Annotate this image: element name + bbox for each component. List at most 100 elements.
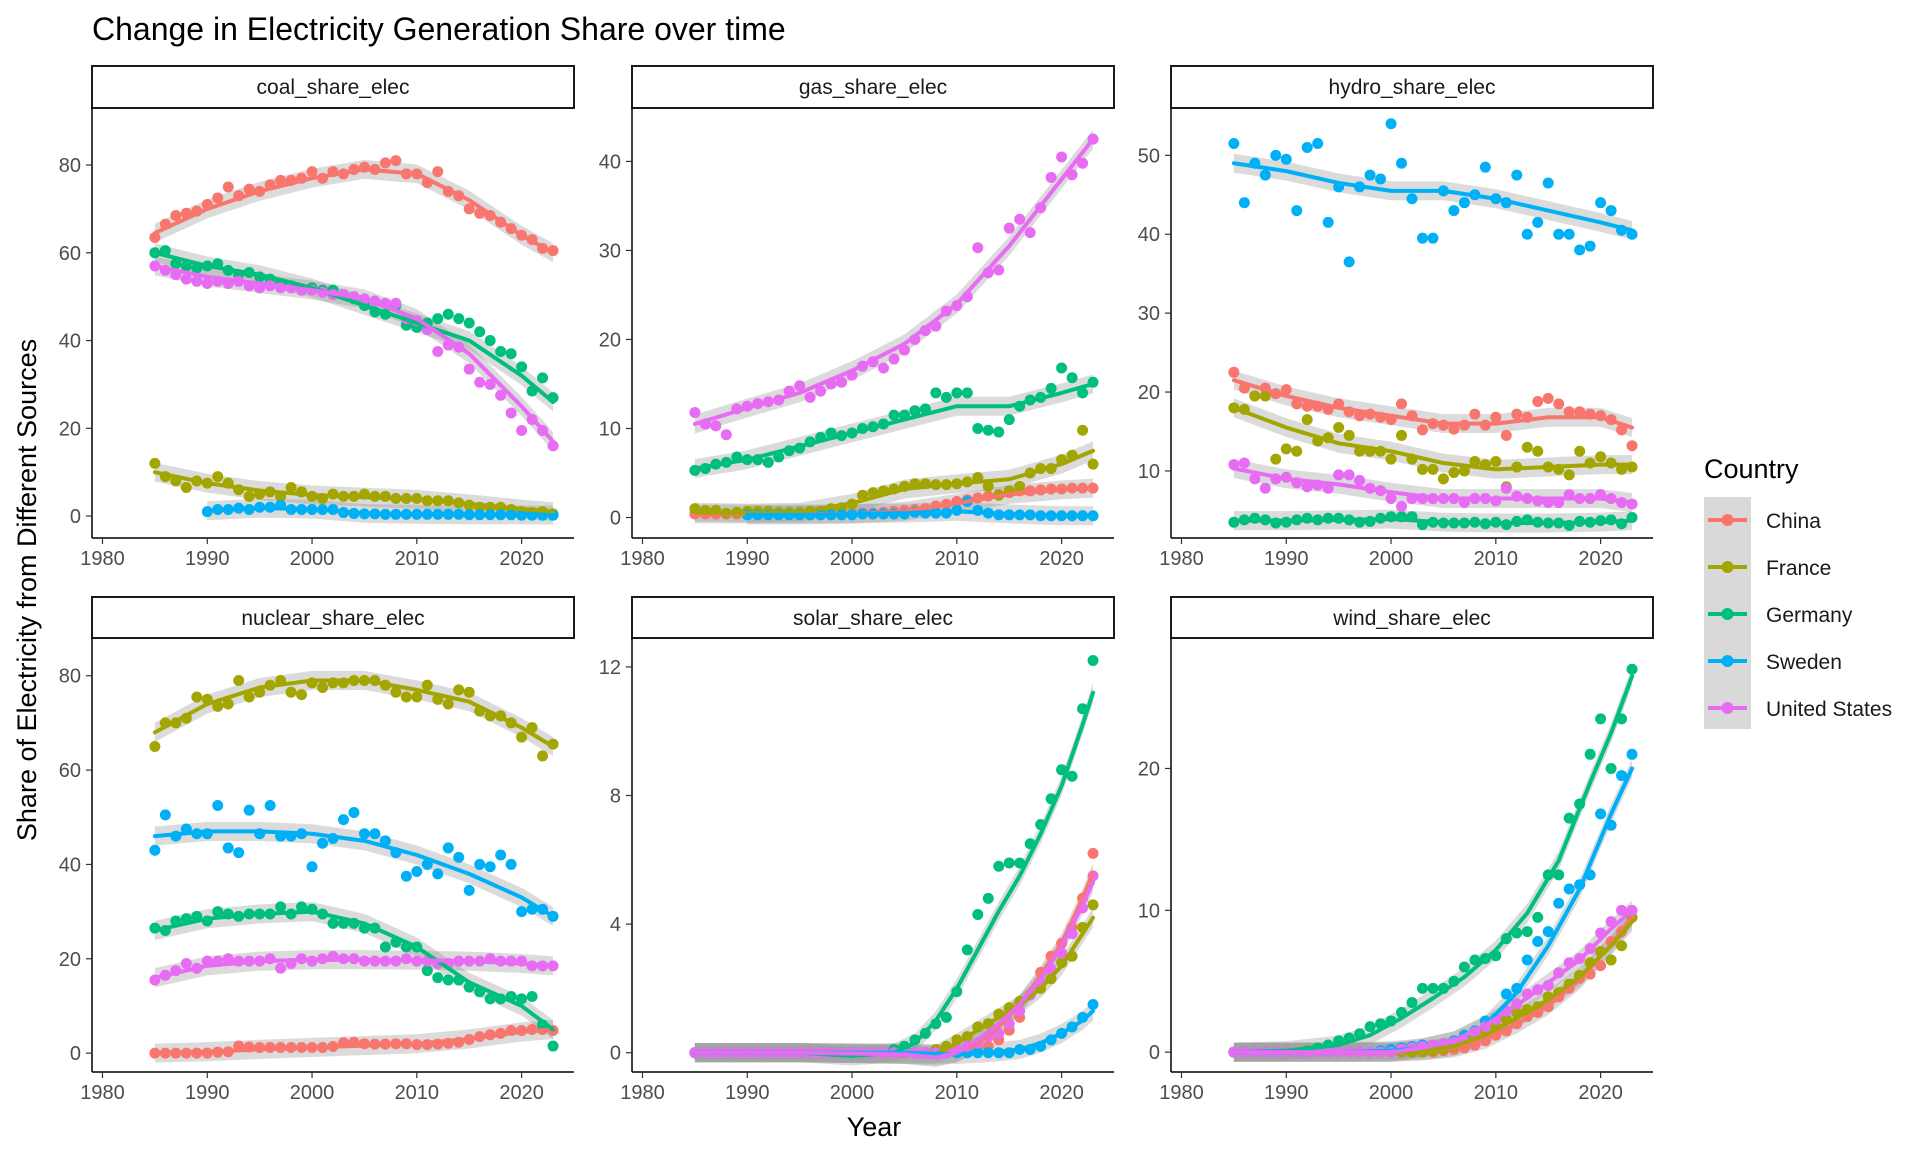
point-sweden: [1553, 897, 1565, 909]
confidence-band-france: [1233, 912, 1633, 1062]
y-tick-label: 30: [1138, 303, 1160, 325]
point-sweden: [1479, 161, 1491, 173]
point-united-states: [993, 264, 1005, 276]
point-sweden: [379, 835, 391, 847]
trend-line-united-states: [152, 957, 556, 980]
point-france: [1259, 390, 1271, 402]
point-united-states: [474, 376, 486, 388]
point-france: [243, 490, 255, 502]
point-germany: [1045, 382, 1057, 394]
x-tick-label: 1980: [1159, 1082, 1204, 1104]
x-tick-label: 2020: [1039, 548, 1084, 570]
point-china: [1574, 406, 1586, 418]
point-france: [222, 698, 234, 710]
point-china: [1626, 440, 1638, 452]
point-china: [1553, 398, 1565, 410]
strip-nuclear-share-elec: [91, 596, 575, 639]
point-france: [1343, 429, 1355, 441]
point-sweden: [1343, 256, 1355, 268]
point-france: [212, 471, 224, 483]
point-france: [1458, 465, 1470, 477]
point-united-states: [877, 362, 889, 374]
point-germany: [212, 906, 224, 918]
point-sweden: [1542, 926, 1554, 938]
point-china: [1280, 384, 1292, 396]
point-china: [379, 157, 391, 169]
strip-label-gas-share-elec: gas_share_elec: [799, 76, 947, 99]
panel-gas-share-elec: gas_share_elec 0 10 20 30 40 1980 1990 2000 2010 2…: [599, 65, 1115, 570]
trend-line-france: [1231, 405, 1635, 472]
y-tick-label: 40: [1138, 224, 1160, 246]
point-france: [1448, 467, 1460, 479]
x-tick-label: 2000: [290, 548, 335, 570]
legend-label: United States: [1766, 698, 1892, 721]
point-france: [243, 691, 255, 703]
x-tick-label: 2000: [1369, 1082, 1414, 1104]
point-sweden: [212, 799, 224, 811]
trend-line-china: [152, 167, 556, 255]
point-germany: [909, 405, 921, 417]
strip-solar-share-elec: [631, 596, 1115, 639]
strip-coal-share-elec: [91, 65, 575, 109]
point-germany: [1364, 1021, 1376, 1033]
point-sweden: [1500, 988, 1512, 1000]
confidence-band-sweden: [1233, 758, 1633, 1062]
legend-point: [1721, 608, 1734, 620]
y-axis-title: Share of Electricity from Different Sour…: [12, 339, 42, 841]
point-france: [1437, 473, 1449, 485]
point-france: [1249, 390, 1261, 402]
point-france: [442, 698, 454, 710]
legend-label: Sweden: [1766, 651, 1842, 674]
legend-label: France: [1766, 557, 1831, 580]
strip-hydro-share-elec: [1170, 65, 1654, 109]
y-tick-label: 50: [1138, 145, 1160, 167]
point-germany: [1087, 655, 1099, 667]
x-tick-label: 1990: [725, 548, 770, 570]
trend-line-united-states: [152, 263, 556, 444]
point-sweden: [1270, 149, 1282, 161]
point-germany: [516, 361, 528, 373]
x-tick-label: 1980: [620, 548, 665, 570]
point-china: [463, 203, 475, 215]
point-germany: [442, 974, 454, 986]
point-china: [1396, 398, 1408, 410]
point-united-states: [794, 380, 806, 392]
point-france: [1270, 453, 1282, 465]
point-germany: [170, 258, 182, 270]
point-sweden: [1280, 153, 1292, 165]
y-tick-label: 40: [599, 151, 621, 173]
point-france: [1301, 414, 1313, 426]
point-united-states: [463, 363, 475, 375]
point-united-states: [484, 378, 496, 390]
strip-label-wind-share-elec: wind_share_elec: [1332, 607, 1491, 630]
point-sweden: [1228, 138, 1240, 150]
x-axis-title: Year: [847, 1112, 902, 1142]
point-germany: [516, 993, 528, 1005]
y-tick-label: 80: [59, 666, 81, 688]
point-sweden: [233, 847, 245, 859]
legend-label: Germany: [1766, 604, 1853, 627]
y-tick-label: 10: [1138, 900, 1160, 922]
legend: Country China France Germany Sweden United S…: [1704, 454, 1892, 729]
x-tick-label: 1980: [80, 1082, 125, 1104]
point-france: [1087, 458, 1099, 470]
point-united-states: [1396, 500, 1408, 512]
chart-title: Change in Electricity Generation Share o…: [92, 11, 786, 47]
point-china: [1228, 366, 1240, 378]
point-china: [1490, 411, 1502, 423]
point-france: [1605, 954, 1617, 966]
point-france: [453, 684, 465, 696]
y-tick-label: 20: [59, 418, 81, 440]
point-sweden: [1259, 169, 1271, 181]
point-sweden: [369, 828, 381, 840]
point-united-states: [1354, 474, 1366, 486]
point-sweden: [149, 844, 161, 856]
point-germany: [930, 387, 942, 399]
point-france: [537, 750, 549, 762]
point-united-states: [1249, 473, 1261, 485]
point-germany: [972, 908, 984, 920]
point-sweden: [243, 804, 255, 816]
y-tick-label: 60: [59, 760, 81, 782]
point-germany: [1532, 911, 1544, 923]
point-united-states: [836, 376, 848, 388]
